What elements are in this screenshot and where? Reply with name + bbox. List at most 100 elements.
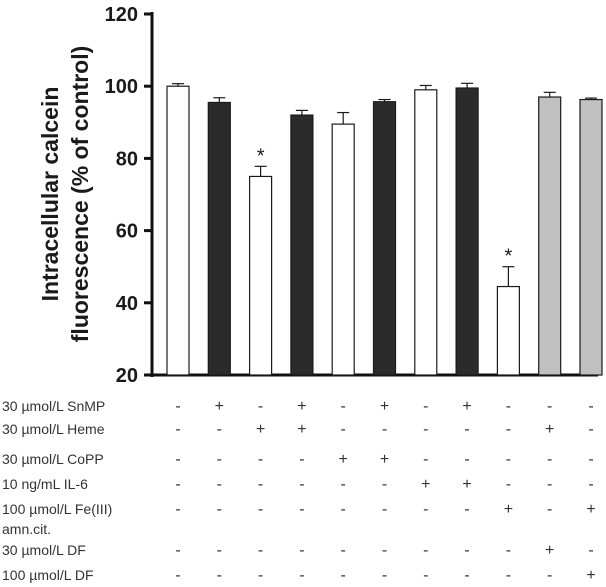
y-tick-label: 60 [116, 221, 138, 243]
treatment-sign: - [217, 567, 222, 584]
treatment-sign: - [299, 567, 304, 584]
y-tick-label: 80 [116, 148, 138, 170]
treatment-sign: - [217, 501, 222, 518]
treatment-sign: - [588, 476, 593, 493]
treatment-sign: - [341, 542, 346, 559]
treatment-sign: - [506, 476, 511, 493]
treatment-sign: - [382, 476, 387, 493]
bar [290, 114, 314, 376]
treatment-sign: - [299, 451, 304, 468]
treatment-sign: - [588, 421, 593, 438]
treatment-sign: + [586, 567, 595, 584]
treatment-sign: - [588, 398, 593, 415]
treatment-sign: - [217, 421, 222, 438]
treatment-sign: - [423, 542, 428, 559]
treatment-sign: + [421, 476, 430, 493]
treatment-sign: - [299, 501, 304, 518]
y-tick-label: 100 [105, 76, 138, 98]
treatment-sign: - [299, 476, 304, 493]
treatment-sign: - [175, 398, 180, 415]
y-tick-label: 40 [116, 293, 138, 315]
treatment-sign: - [423, 501, 428, 518]
treatment-sign: - [547, 567, 552, 584]
bar [496, 285, 520, 376]
treatment-sign: - [423, 398, 428, 415]
treatment-sign: - [382, 501, 387, 518]
treatment-sign: - [506, 567, 511, 584]
treatment-sign: - [506, 421, 511, 438]
treatment-sign: - [341, 476, 346, 493]
y-axis-label: Intracellular calcein [37, 87, 63, 302]
treatment-sign: - [175, 501, 180, 518]
treatment-sign: - [258, 501, 263, 518]
treatment-sign: - [423, 421, 428, 438]
treatment-sign: + [339, 451, 348, 468]
bar [249, 175, 273, 376]
treatment-sign: - [382, 542, 387, 559]
treatment-sign: - [217, 542, 222, 559]
treatment-sign: - [464, 451, 469, 468]
treatment-label: 30 µmol/L Heme [2, 421, 105, 437]
treatment-sign: - [506, 398, 511, 415]
bar [372, 101, 397, 376]
treatment-sign: + [462, 476, 471, 493]
treatment-sign: - [547, 501, 552, 518]
treatment-sign: + [504, 501, 513, 518]
treatment-sign: + [297, 398, 306, 415]
treatment-sign: - [547, 398, 552, 415]
treatment-sign: - [175, 542, 180, 559]
bar [207, 101, 231, 376]
y-tick-label: 120 [105, 4, 138, 26]
y-axis-label: fluorescence (% of control) [67, 46, 93, 342]
significance-marker: * [257, 145, 265, 167]
bar [579, 98, 603, 376]
treatment-sign: - [588, 542, 593, 559]
treatment-sign: - [382, 421, 387, 438]
treatment-label: 10 ng/mL IL-6 [2, 476, 88, 492]
treatment-sign: - [341, 398, 346, 415]
treatment-label: 30 µmol/L SnMP [2, 398, 105, 414]
treatment-sign: - [464, 542, 469, 559]
treatment-sign: + [297, 421, 306, 438]
treatment-sign: - [341, 501, 346, 518]
treatment-sign: - [464, 501, 469, 518]
treatment-sign: - [258, 567, 263, 584]
bar [455, 87, 479, 376]
treatment-sign: - [506, 451, 511, 468]
treatment-sign: - [217, 451, 222, 468]
bar [331, 123, 355, 376]
bar [166, 85, 190, 376]
treatment-sign: - [217, 476, 222, 493]
bar [414, 89, 438, 376]
treatment-label: 30 µmol/L DF [2, 542, 86, 558]
y-tick-label: 20 [116, 365, 138, 387]
treatment-label: amn.cit. [2, 521, 51, 537]
treatment-sign: - [464, 567, 469, 584]
treatment-sign: - [258, 542, 263, 559]
treatment-label: 100 µmol/L DF [2, 567, 94, 583]
treatment-sign: - [258, 451, 263, 468]
treatment-label: 100 µmol/L Fe(III) [2, 501, 112, 517]
treatment-sign: - [547, 451, 552, 468]
treatment-sign: - [175, 567, 180, 584]
treatment-sign: + [380, 398, 389, 415]
treatment-sign: - [341, 567, 346, 584]
treatment-sign: - [258, 476, 263, 493]
treatment-sign: - [547, 476, 552, 493]
treatment-sign: - [423, 567, 428, 584]
treatment-sign: - [341, 421, 346, 438]
treatment-sign: + [462, 398, 471, 415]
treatment-sign: - [175, 421, 180, 438]
treatment-sign: + [256, 421, 265, 438]
treatment-sign: - [423, 451, 428, 468]
treatment-sign: - [175, 476, 180, 493]
treatment-sign: - [382, 567, 387, 584]
treatment-sign: - [175, 451, 180, 468]
treatment-sign: + [545, 421, 554, 438]
significance-marker: * [505, 246, 513, 268]
treatment-sign: + [215, 398, 224, 415]
treatment-sign: + [380, 451, 389, 468]
treatment-sign: - [588, 451, 593, 468]
